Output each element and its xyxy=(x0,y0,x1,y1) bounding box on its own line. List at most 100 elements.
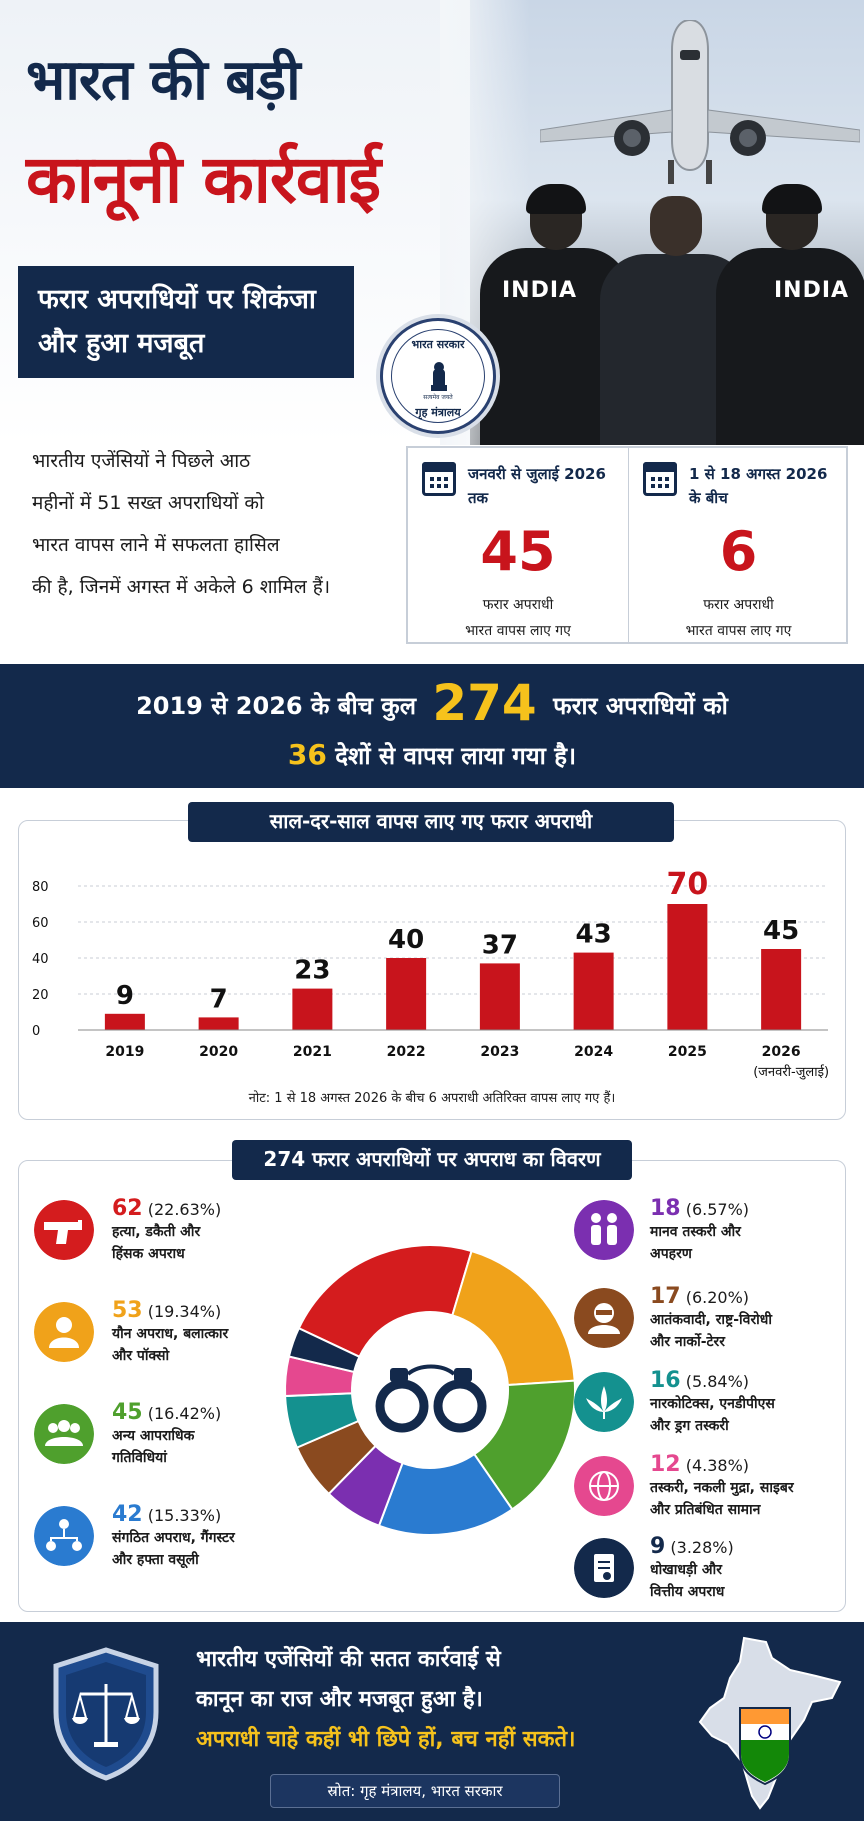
banner-post: फरार अपराधियों को xyxy=(553,692,728,720)
intro-text: भारतीय एजेंसियों ने पिछले आठ महीनों में … xyxy=(32,440,402,608)
crime-percent: (15.33%) xyxy=(147,1506,222,1525)
seal-bottom-text: गृह मंत्रालय xyxy=(415,406,461,419)
group-icon xyxy=(34,1404,94,1464)
title-line-1: भारत की बड़ी xyxy=(26,48,301,113)
bar-value-label: 37 xyxy=(482,930,518,960)
banner-line-1: 2019 से 2026 के बीच कुल 274 फरार अपराधिय… xyxy=(0,674,864,732)
crime-label-line-1: तस्करी, नकली मुद्रा, साइबर xyxy=(650,1480,794,1496)
stat-caption-line-1: फरार अपराधी xyxy=(482,597,554,613)
footer-line-3: अपराधी चाहे कहीं भी छिपे हों, बच नहीं सक… xyxy=(196,1727,576,1752)
crime-percent: (6.57%) xyxy=(685,1200,750,1219)
x-tick-label: 2023 xyxy=(480,1044,519,1060)
crime-count: 12 xyxy=(650,1452,681,1477)
crime-label-line-2: और नार्को-टेरर xyxy=(650,1334,726,1350)
crime-percent: (19.34%) xyxy=(147,1302,222,1321)
officer-right: INDIA xyxy=(716,184,864,445)
source-label: स्रोत: गृह मंत्रालय, भारत सरकार xyxy=(270,1774,560,1808)
intro-line: की है, जिनमें अगस्त में अकेले 6 शामिल है… xyxy=(32,576,331,598)
banner-pre: 2019 से 2026 के बीच कुल xyxy=(136,692,416,720)
footer-banner: भारतीय एजेंसियों की सतत कार्रवाई से कानू… xyxy=(0,1622,864,1821)
x-tick-label: 2021 xyxy=(293,1044,332,1060)
crime-label-line-2: अपहरण xyxy=(650,1246,692,1262)
crime-label-line-1: नारकोटिक्स, एनडीपीएस xyxy=(650,1396,775,1412)
footer-line-2: कानून का राज और मजबूत हुआ है। xyxy=(196,1687,483,1712)
crime-percent: (16.42%) xyxy=(147,1404,222,1423)
chart-note: नोट: 1 से 18 अगस्त 2026 के बीच 6 अपराधी … xyxy=(248,1091,616,1106)
bar-value-label: 9 xyxy=(116,981,134,1011)
bar-value-label: 43 xyxy=(576,920,612,950)
x-tick-label: 2022 xyxy=(387,1044,426,1060)
crime-label-line-2: और प्रतिबंधित सामान xyxy=(650,1502,761,1518)
bar-chart-title: साल-दर-साल वापस लाए गए फरार अपराधी xyxy=(188,802,674,842)
crime-label-line-1: अन्य आपराधिक xyxy=(112,1428,195,1444)
crime-label-line-1: आतंकवादी, राष्ट्र-विरोधी xyxy=(650,1312,773,1328)
crime-donut-chart xyxy=(284,1244,576,1536)
crime-label-line-1: संगठित अपराध, गैंगस्टर xyxy=(112,1530,235,1546)
intro-line: भारत वापस लाने में सफलता हासिल xyxy=(32,534,280,556)
donut-hole xyxy=(352,1312,508,1468)
crime-category-text: 9 (3.28%) धोखाधड़ी और वित्तीय अपराध xyxy=(650,1534,840,1603)
bar xyxy=(479,963,520,1030)
crime-label-line-2: और ड्रग तस्करी xyxy=(650,1418,729,1434)
bar xyxy=(198,1017,239,1030)
crime-label-line-1: हत्या, डकैती और xyxy=(112,1224,201,1240)
stat-period: जनवरी से जुलाई 2026 तक xyxy=(468,465,606,507)
stat-value: 45 xyxy=(480,520,556,583)
crime-label-line-2: और हफ्ता वसूली xyxy=(112,1552,199,1568)
x-tick-label: 2024 xyxy=(574,1044,613,1060)
airplane-icon xyxy=(540,20,860,184)
network-icon xyxy=(34,1506,94,1566)
crime-label-line-1: धोखाधड़ी और xyxy=(650,1562,722,1578)
calendar-icon xyxy=(422,462,456,496)
bar-value-label: 23 xyxy=(294,956,330,986)
y-tick-label: 20 xyxy=(32,988,49,1003)
banner-total: 274 xyxy=(432,674,537,732)
stats-box: जनवरी से जुलाई 2026 तक 45 फरार अपराधी भा… xyxy=(406,446,848,644)
seal-motto: सत्यमेव जयते xyxy=(423,394,453,401)
x-tick-sublabel: (जनवरी-जुलाई) xyxy=(753,1064,829,1080)
crime-percent: (4.38%) xyxy=(685,1456,750,1475)
pistol-icon xyxy=(34,1200,94,1260)
crime-category-text: 45 (16.42%) अन्य आपराधिक गतिविधियां xyxy=(112,1400,312,1469)
bar-value-label: 40 xyxy=(388,925,424,955)
bar-value-label: 70 xyxy=(667,867,709,902)
bar xyxy=(292,988,333,1030)
y-tick-label: 0 xyxy=(32,1024,40,1039)
crime-percent: (5.84%) xyxy=(685,1372,750,1391)
crime-percent: (3.28%) xyxy=(670,1538,734,1557)
footer-line-1: भारतीय एजेंसियों की सतत कार्रवाई से xyxy=(196,1647,501,1672)
stat-caption: फरार अपराधी भारत वापस लाए गए xyxy=(629,592,848,644)
crime-count: 42 xyxy=(112,1502,143,1527)
india-map-icon xyxy=(698,1636,842,1810)
stat-value: 6 xyxy=(719,520,758,583)
crime-category-text: 62 (22.63%) हत्या, डकैती और हिंसक अपराध xyxy=(112,1196,312,1265)
y-tick-label: 40 xyxy=(32,952,49,967)
crime-percent: (22.63%) xyxy=(147,1200,222,1219)
bar xyxy=(104,1013,145,1030)
officer-tag-left: INDIA xyxy=(502,278,578,303)
crime-category-text: 16 (5.84%) नारकोटिक्स, एनडीपीएस और ड्रग तस… xyxy=(650,1368,840,1437)
bar-value-label: 45 xyxy=(763,916,799,946)
handcuffs-icon xyxy=(375,1364,487,1433)
stat-caption: फरार अपराधी भारत वापस लाए गए xyxy=(408,592,628,644)
intro-line: भारतीय एजेंसियों ने पिछले आठ xyxy=(32,450,251,472)
crime-count: 16 xyxy=(650,1368,681,1393)
subtitle-box: फरार अपराधियों पर शिकंजा और हुआ मजबूत xyxy=(18,266,354,378)
justice-shield-icon xyxy=(53,1647,159,1781)
y-tick-label: 60 xyxy=(32,916,49,931)
document-icon xyxy=(574,1538,634,1598)
subtitle-line-2: और हुआ मजबूत xyxy=(38,328,205,359)
crime-category-text: 18 (6.57%) मानव तस्करी और अपहरण xyxy=(650,1196,840,1265)
hero-section: INDIA INDIA भारत की बड़ी कानूनी कार्रवाई… xyxy=(0,0,864,445)
bar xyxy=(761,949,802,1030)
stat-august: 1 से 18 अगस्त 2026 के बीच 6 फरार अपराधी … xyxy=(628,448,848,644)
crime-category-text: 53 (19.34%) यौन अपराध, बलात्कार और पॉक्सो xyxy=(112,1298,312,1367)
mha-seal: भारत सरकार सत्यमेव जयते गृह मंत्रालय xyxy=(380,318,496,434)
banner-countries: 36 xyxy=(287,738,327,771)
cannabis-leaf-icon xyxy=(574,1372,634,1432)
bar-chart: 0 20 40 60 80 9 2019 7 2020 23 2021 40 2022 37 2023 43 2… xyxy=(32,867,829,1080)
calendar-icon xyxy=(643,462,677,496)
intro-line: महीनों में 51 सख्त अपराधियों को xyxy=(32,492,264,514)
crime-label-line-1: मानव तस्करी और xyxy=(650,1224,741,1240)
crime-label-line-2: हिंसक अपराध xyxy=(112,1246,185,1262)
